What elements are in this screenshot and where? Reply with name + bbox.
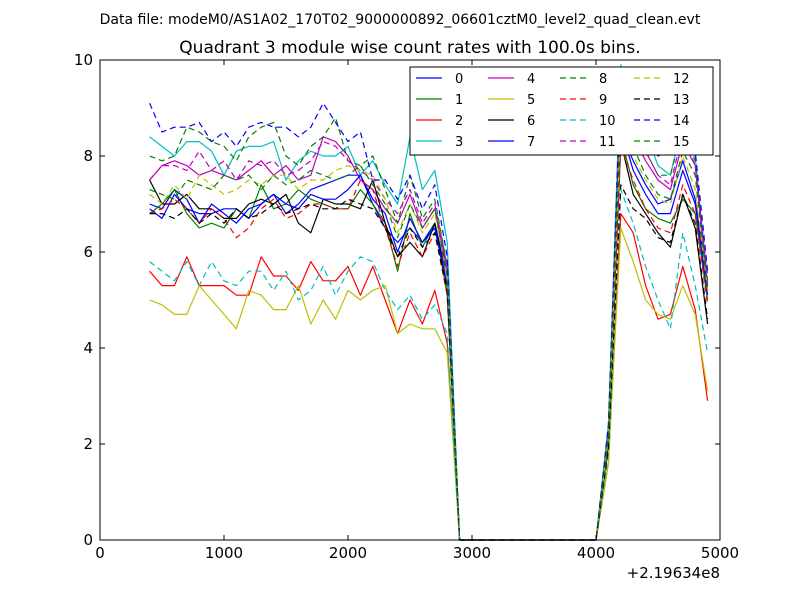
legend-label-13: 13	[673, 93, 690, 108]
x-tick-label: 0	[95, 544, 105, 562]
series-line-9	[149, 145, 709, 541]
x-tick-label: 1000	[205, 544, 243, 562]
series-line-13	[149, 184, 709, 541]
chart-title: Quadrant 3 module wise count rates with …	[179, 38, 640, 58]
legend-label-7: 7	[527, 135, 535, 150]
series-line-10	[149, 189, 709, 541]
axes-frame	[99, 59, 721, 541]
legend-label-6: 6	[527, 114, 535, 129]
y-tick-label: 4	[83, 339, 93, 357]
legend-label-0: 0	[455, 72, 463, 87]
legend-label-5: 5	[527, 93, 535, 108]
legend-label-9: 9	[599, 93, 607, 108]
y-tick-label: 6	[83, 243, 93, 261]
legend-label-8: 8	[599, 72, 607, 87]
x-tick-label: 4000	[577, 544, 615, 562]
legend-label-4: 4	[527, 72, 535, 87]
series-line-14	[149, 73, 709, 541]
series-line-12	[149, 121, 709, 541]
y-tick-label: 0	[83, 531, 93, 549]
legend-label-10: 10	[599, 114, 616, 129]
y-tick-label: 2	[83, 435, 93, 453]
x-axis-ticks: 0 1000 2000 3000 4000 5000	[95, 60, 739, 562]
x-tick-label: 5000	[701, 544, 739, 562]
x-tick-label: 3000	[453, 544, 491, 562]
legend-box	[409, 66, 714, 156]
legend-label-15: 15	[673, 135, 690, 150]
legend-label-2: 2	[455, 114, 463, 129]
legend-label-11: 11	[599, 135, 616, 150]
y-tick-label: 10	[74, 51, 93, 69]
legend-label-14: 14	[673, 114, 690, 129]
series-line-8	[149, 92, 709, 541]
x-axis-offset-label: +2.19634e8	[627, 564, 720, 582]
legend-label-3: 3	[455, 135, 463, 150]
plot-lines	[149, 64, 709, 541]
series-line-5	[149, 227, 709, 541]
series-line-15	[149, 107, 709, 541]
figure-suptitle: Data file: modeM0/AS1A02_170T02_90000008…	[100, 12, 701, 28]
legend-label-1: 1	[455, 93, 463, 108]
y-tick-label: 8	[83, 147, 93, 165]
x-tick-label: 2000	[329, 544, 367, 562]
legend-label-12: 12	[673, 72, 690, 87]
